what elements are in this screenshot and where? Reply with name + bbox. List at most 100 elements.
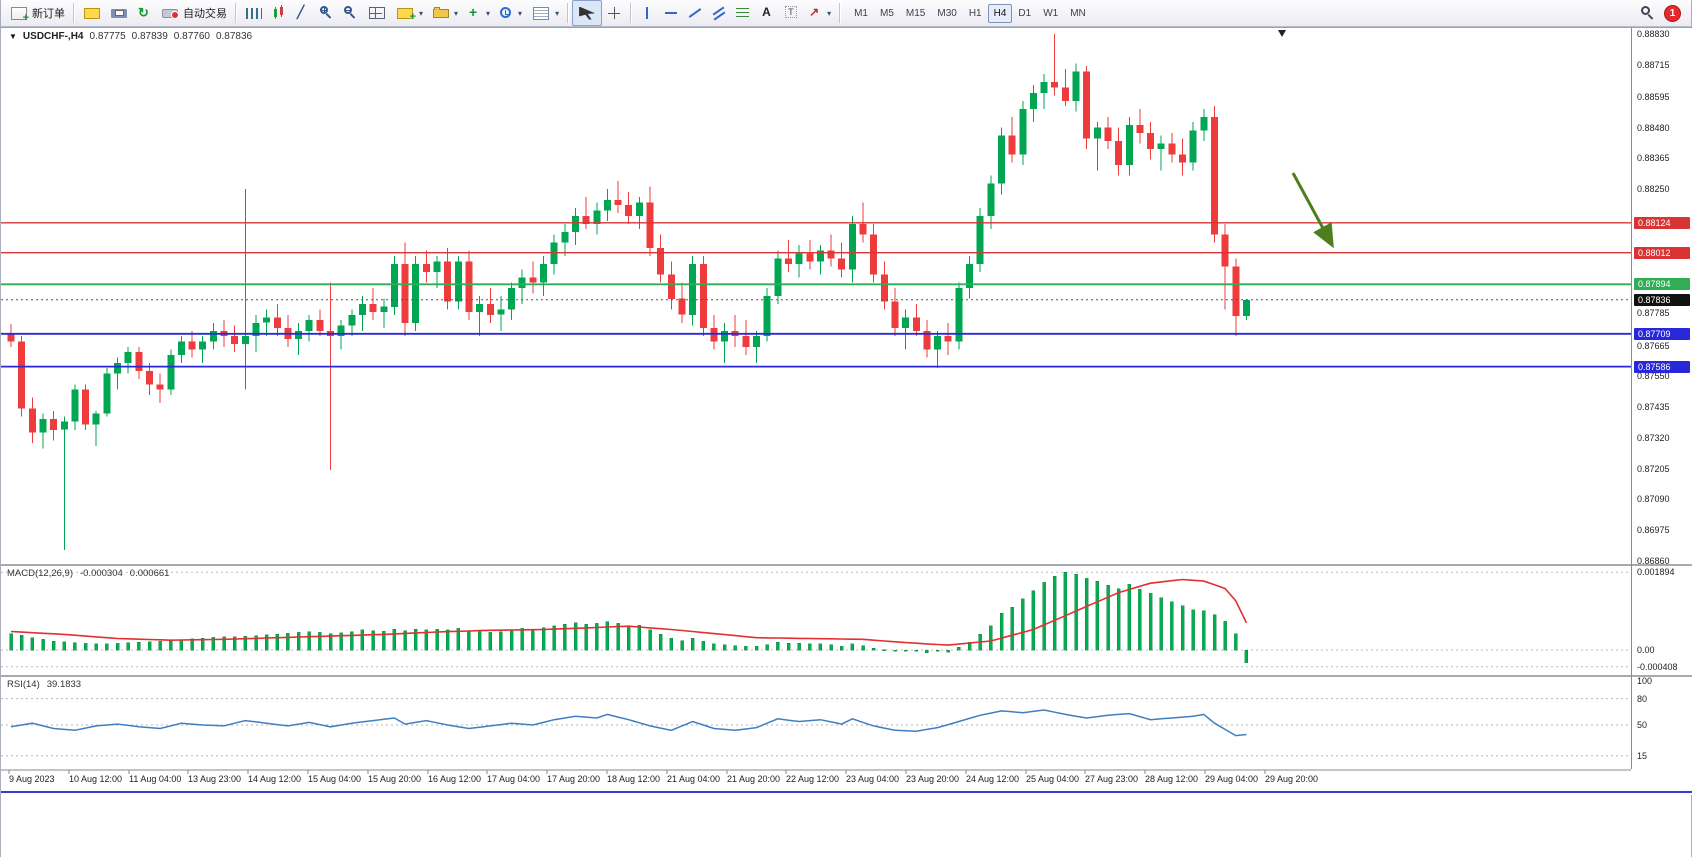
new-order-label: 新订单 [32,8,65,20]
toolbar-divider [567,3,569,23]
crosshair-button[interactable] [602,0,626,26]
zoom-in-icon [319,5,335,21]
tile-icon [369,7,385,19]
price-tick-label: 0.88595 [1637,92,1670,102]
toolbar-divider [235,3,236,23]
zoom-out-button[interactable] [339,0,363,26]
zoom-out-icon [343,5,359,21]
price-line-label: 0.87709 [1634,328,1690,340]
timeframe-d1[interactable]: D1 [1018,7,1032,19]
notification-badge[interactable]: 1 [1664,4,1681,22]
quote-close: 0.87836 [215,31,253,42]
channel-icon [711,5,727,21]
panel-separator[interactable] [1,675,1692,677]
price-line-label: 0.87836 [1634,294,1690,306]
auto-trading-label: 自动交易 [183,8,227,20]
price-tick-label: 0.88365 [1637,153,1670,163]
rsi-value: 39.1833 [46,679,82,690]
new-order-button[interactable]: 新订单 [5,0,69,26]
indicators-button[interactable]: ▾ [462,0,494,26]
trade-direction-arrow[interactable] [1291,172,1334,249]
timeframe-w1[interactable]: W1 [1043,7,1059,19]
chevron-down-icon: ▾ [486,8,491,18]
templates-button[interactable]: ▾ [526,0,563,26]
auto-trading-button[interactable]: 自动交易 [156,0,231,26]
price-tick-label: 0.88480 [1637,123,1670,133]
price-line-label: 0.88012 [1634,247,1690,259]
print-button[interactable] [106,0,132,26]
bars-icon [245,7,262,19]
horizontal-line-button[interactable] [659,0,683,26]
toolbar-buttons: 新订单 自动交易 ▾ ▾ ▾ ▾ ▾ ▾ [5,0,844,26]
timeframe-h4[interactable]: H4 [987,3,1013,23]
time-label: 11 Aug 04:00 [129,774,182,784]
new-chart-icon [397,7,416,23]
toolbar-divider [73,3,74,23]
periods-button[interactable]: ▾ [494,0,526,26]
chevron-down-icon: ▾ [454,8,459,18]
printer-icon [111,8,127,18]
time-label: 23 Aug 04:00 [846,774,900,784]
macd-signal-value: 0.000661 [129,568,170,579]
rsi-line [10,709,1247,737]
price-tick-label: 0.87785 [1637,308,1670,318]
candlestick-chart-button[interactable] [267,0,291,26]
timeframe-m30[interactable]: M30 [937,7,957,19]
macd-label: MACD(12,26,9) [7,568,73,579]
refresh-icon [136,5,152,21]
equidistant-channel-button[interactable] [707,0,731,26]
hline-icon [663,5,680,21]
time-label: 17 Aug 04:00 [487,774,541,784]
bar-chart-button[interactable] [240,0,267,26]
new-chart-button[interactable]: ▾ [391,0,427,26]
chart-canvas[interactable] [1,28,1692,796]
arrows-button[interactable]: ▾ [803,0,835,26]
trendline-icon [687,5,703,21]
price-axis[interactable]: 0.88830 0.88715 0.88595 0.88480 0.88365 0.882… [1631,28,1692,769]
toolbar-right: 1 [1640,4,1687,22]
time-label: 29 Aug 04:00 [1205,774,1259,784]
timeframe-m1[interactable]: M1 [854,7,868,19]
refresh-button[interactable] [132,0,156,26]
macd-tick-label: 0.00 [1637,645,1655,655]
tile-windows-button[interactable] [363,0,391,26]
time-label: 22 Aug 12:00 [786,774,840,784]
rsi-tick-label: 50 [1637,720,1648,730]
time-label: 10 Aug 12:00 [69,774,123,784]
chevron-down-icon: ▾ [555,8,560,18]
time-label: 13 Aug 23:00 [188,774,242,784]
time-label: 24 Aug 12:00 [966,774,1020,784]
zoom-in-button[interactable] [315,0,339,26]
indicators-icon [466,4,482,21]
market-watch-button[interactable] [78,0,106,26]
fibonacci-button[interactable] [731,0,755,26]
macd-signal-line [10,578,1248,646]
template-icon [532,6,549,20]
vertical-line-button[interactable] [635,0,659,26]
chart-shift-marker[interactable] [1278,30,1286,37]
profiles-button[interactable]: ▾ [427,0,462,26]
time-label: 23 Aug 20:00 [906,774,960,784]
price-tick-label: 0.87435 [1637,402,1670,412]
time-label: 16 Aug 12:00 [428,774,482,784]
vline-icon [639,5,656,21]
timeframe-m15[interactable]: M15 [905,7,926,19]
panel-separator[interactable] [1,564,1692,566]
text-button[interactable] [755,0,779,26]
time-label: 18 Aug 12:00 [607,774,661,784]
quote-open: 0.87775 [89,31,126,42]
text-label-button[interactable] [779,0,803,26]
crosshair-icon [606,5,623,21]
line-chart-button[interactable] [291,0,315,26]
candles-layer [7,34,1250,551]
timeframe-h1[interactable]: H1 [968,7,982,19]
timeframe-m5[interactable]: M5 [880,7,894,19]
time-label: 28 Aug 12:00 [1145,774,1199,784]
trendline-button[interactable] [683,0,707,26]
cursor-button[interactable] [572,0,603,26]
timeframe-mn[interactable]: MN [1070,7,1086,19]
search-icon[interactable] [1640,5,1656,21]
symbol-label: USDCHF-,H4 [22,31,84,42]
one-click-trading-icon[interactable]: ▼ [9,32,17,41]
time-axis[interactable]: 9 Aug 2023 10 Aug 12:00 11 Aug 04:00 13 Aug… [1,770,1631,796]
